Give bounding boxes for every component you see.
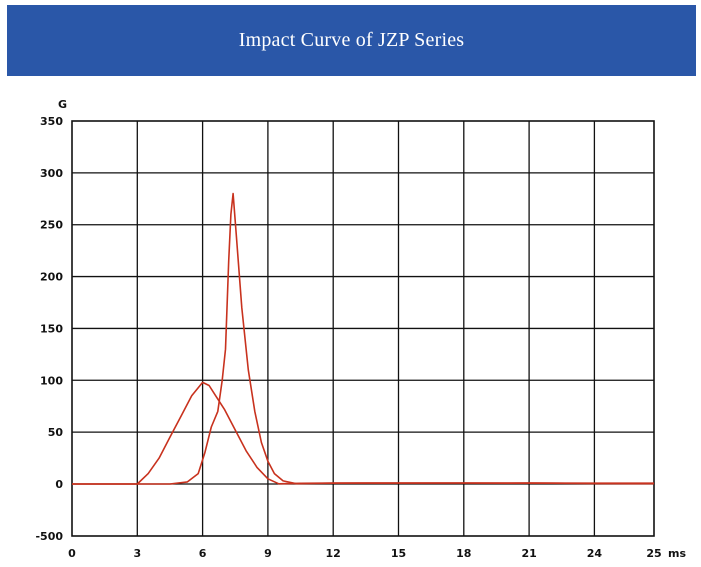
y-axis-label: G xyxy=(58,98,67,111)
x-axis-label: ms xyxy=(668,547,686,560)
y-tick-label: 50 xyxy=(48,426,64,439)
impact-curve-1 xyxy=(72,381,654,485)
y-tick-label: 0 xyxy=(55,478,63,491)
x-tick-label: 9 xyxy=(264,547,272,560)
x-tick-label: 24 xyxy=(587,547,603,560)
x-tick-label: 15 xyxy=(391,547,406,560)
x-tick-label: 6 xyxy=(199,547,207,560)
y-tick-label: 150 xyxy=(40,322,63,335)
y-tick-label: -500 xyxy=(35,530,63,543)
x-tick-label: 3 xyxy=(133,547,141,560)
chart-series xyxy=(72,192,655,485)
chart-title: Impact Curve of JZP Series xyxy=(238,29,465,51)
x-tick-label: 0 xyxy=(68,547,76,560)
impact-curve-2 xyxy=(72,192,655,485)
x-tick-label: 12 xyxy=(326,547,341,560)
chart-grid xyxy=(71,120,655,537)
y-tick-label: 100 xyxy=(40,374,63,387)
y-tick-label: 250 xyxy=(40,219,63,232)
x-tick-label: 25 xyxy=(646,547,661,560)
y-tick-label: 350 xyxy=(40,115,63,128)
chart-ticks: 0 3 6 9 12 15 18 21 24 25 -500 0 50 100 150 200 250 300 35… xyxy=(35,115,661,560)
y-tick-label: 300 xyxy=(40,167,63,180)
x-tick-label: 21 xyxy=(521,547,536,560)
x-tick-label: 18 xyxy=(456,547,471,560)
y-tick-label: 200 xyxy=(40,271,63,284)
title-banner: Impact Curve of JZP Series xyxy=(7,5,696,76)
